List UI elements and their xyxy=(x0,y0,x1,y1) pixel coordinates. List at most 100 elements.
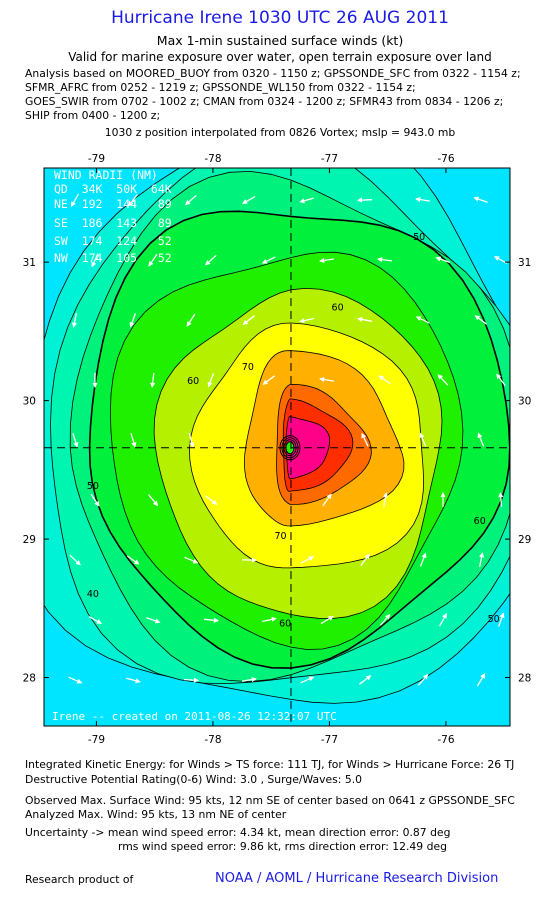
wind-arrow xyxy=(319,257,334,263)
wind-arrow xyxy=(184,556,199,564)
wind-arrow xyxy=(474,315,487,325)
wind-arrow xyxy=(300,676,315,684)
wind-arrow xyxy=(379,614,391,626)
wind-arrow xyxy=(88,616,103,624)
wind-arrow xyxy=(128,194,138,207)
wind-arrow xyxy=(319,376,335,383)
wind-arrow xyxy=(299,317,314,324)
wind-arrow xyxy=(382,492,389,508)
y-tick-label-left: 30 xyxy=(23,396,36,408)
y-tick-label-left: 29 xyxy=(23,534,36,546)
page-title: Hurricane Irene 1030 UTC 26 AUG 2011 xyxy=(111,8,449,28)
wind-arrow xyxy=(477,432,485,447)
wind-arrow xyxy=(242,315,255,325)
uncertainty-rms-line: rms wind speed error: 9.86 kt, rms direc… xyxy=(118,840,447,853)
wind-arrow xyxy=(126,555,140,565)
wind-arrow xyxy=(320,615,334,625)
wind-arrow xyxy=(478,552,485,568)
wind-arrow xyxy=(496,373,506,386)
y-tick-label-right: 28 xyxy=(518,673,531,685)
wind-arrow xyxy=(262,375,275,385)
wind-arrow xyxy=(184,194,197,206)
analysis-line: SFMR_AFRC from 0252 - 1219 z; GPSSONDE_W… xyxy=(25,81,416,94)
x-tick-label-bottom: -79 xyxy=(88,734,105,746)
y-tick-label-right: 31 xyxy=(518,257,531,269)
wind-arrow xyxy=(360,553,370,566)
y-tick-label-right: 29 xyxy=(518,534,531,546)
wind-arrow xyxy=(473,196,488,203)
wind-arrow xyxy=(299,197,314,204)
plot-frame xyxy=(43,167,511,727)
y-tick-label-right: 30 xyxy=(518,396,531,408)
contour-label: 60 xyxy=(187,376,199,387)
wind-arrow xyxy=(241,676,257,683)
wind-arrow xyxy=(435,256,450,264)
wind-arrow xyxy=(417,673,429,686)
creation-credit: Irene -- created on 2011-08-26 12:32:07 … xyxy=(52,710,337,723)
wind-arrow xyxy=(437,374,449,386)
contour-label: 60 xyxy=(474,516,486,527)
subtitle: Max 1-min sustained surface winds (kt) xyxy=(156,33,404,48)
contour-label: 60 xyxy=(279,618,291,629)
wind-arrow xyxy=(183,677,200,683)
wind-arrow xyxy=(419,432,427,447)
position-line: 1030 z position interpolated from 0826 V… xyxy=(104,126,456,139)
contour-label: 50 xyxy=(413,232,425,243)
wind-arrow xyxy=(207,373,215,388)
noaa-credit[interactable]: NOAA / AOML / Hurricane Research Divisio… xyxy=(215,871,499,886)
analyzed-max-line: Analyzed Max. Wind: 95 kts, 13 nm NE of … xyxy=(25,808,287,821)
wind-arrow xyxy=(357,316,373,323)
wind-arrow xyxy=(498,491,504,508)
wind-arrow xyxy=(205,254,217,266)
ike-line: Integrated Kinetic Energy: for Winds > T… xyxy=(25,758,515,771)
wind-arrow xyxy=(378,375,392,385)
wind-arrow xyxy=(415,196,431,203)
wind-map: 50 60 60 70 70 60 50 50 40 60 Irene -- created on… xyxy=(23,153,532,746)
wind-arrow xyxy=(130,433,137,448)
wind-radii-row-sw: SW 174 124 52 xyxy=(54,234,172,248)
wind-arrow xyxy=(439,612,447,627)
contour-label: 60 xyxy=(332,303,344,314)
axis-ticks: -79 -79 -78 -78 -77 -77 -76 -76 28 28 29 29 30 30 31 31 xyxy=(23,153,532,746)
plot-area: 50 60 60 70 70 60 50 50 40 60 Irene -- created on… xyxy=(44,168,510,726)
wind-arrow xyxy=(497,612,505,627)
wind-arrow xyxy=(188,433,195,448)
wind-arrow xyxy=(241,196,256,204)
wind-radii-table: WIND RADII (NM) QD 34K 50K 64K NE 192 14… xyxy=(54,168,172,265)
contour-label: 70 xyxy=(274,531,286,542)
wind-arrow xyxy=(69,554,81,566)
wind-arrow xyxy=(261,256,276,264)
wind-radii-header: QD 34K 50K 64K xyxy=(54,182,172,196)
y-tick-label-left: 31 xyxy=(23,257,36,269)
wind-arrow xyxy=(356,197,373,203)
wind-radii-row-ne: NE 192 144 89 xyxy=(54,197,172,211)
x-tick-label-top: -77 xyxy=(321,153,338,165)
contour-label: 50 xyxy=(488,614,500,625)
wind-arrow xyxy=(361,432,369,447)
wind-arrow xyxy=(262,616,277,623)
wind-arrow xyxy=(72,433,79,448)
contour-labels: 50 60 60 70 70 60 50 50 40 60 xyxy=(87,232,500,629)
wind-radii-title: WIND RADII (NM) xyxy=(54,168,158,182)
wind-arrow xyxy=(129,313,137,328)
contour-label: 70 xyxy=(242,362,254,373)
wind-arrow xyxy=(203,617,220,623)
observed-max-line: Observed Max. Surface Wind: 95 kts, 12 n… xyxy=(25,794,515,807)
wind-bands xyxy=(44,168,510,704)
wind-arrow xyxy=(476,673,486,687)
wind-arrow xyxy=(359,675,372,685)
wind-arrows xyxy=(68,193,508,687)
x-tick-label-bottom: -76 xyxy=(437,734,454,746)
research-label: Research product of xyxy=(25,873,134,886)
uncertainty-line: Uncertainty -> mean wind speed error: 4.… xyxy=(25,826,451,839)
wind-radii-row-se: SE 186 143 89 xyxy=(54,216,172,230)
x-tick-label-bottom: -78 xyxy=(204,734,221,746)
contour-label: 50 xyxy=(87,481,99,492)
analysis-line: Analysis based on MOORED_BUOY from 0320 … xyxy=(25,67,521,80)
wind-arrow xyxy=(300,556,315,564)
wind-arrow xyxy=(91,253,99,268)
analysis-line: SHIP from 0400 - 1200 z; xyxy=(25,109,161,122)
wind-arrow xyxy=(148,253,158,267)
wind-arrow xyxy=(70,193,80,208)
wind-radii-row-nw: NW 174 105 52 xyxy=(54,251,172,265)
